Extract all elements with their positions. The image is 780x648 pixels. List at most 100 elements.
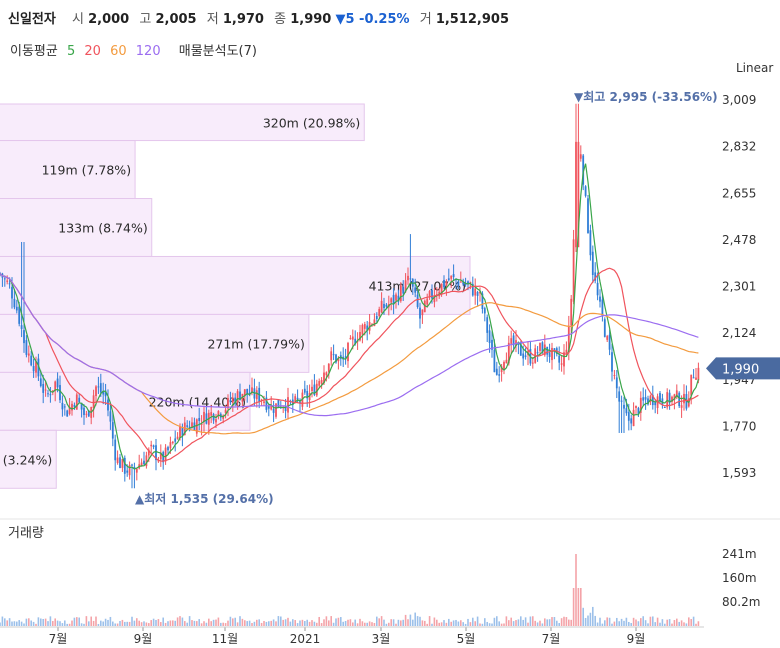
volume-bar (436, 619, 438, 626)
candle-body (503, 362, 505, 369)
candle-body (404, 280, 407, 292)
volume-bar (186, 622, 188, 626)
candle-body (35, 361, 37, 373)
ma120-line (0, 273, 699, 417)
volume-bar (234, 617, 236, 626)
candle-body (267, 406, 270, 409)
candle-body (80, 402, 83, 410)
volume-bar (584, 617, 587, 626)
volume-bar (380, 616, 383, 626)
volume-bar (388, 622, 390, 626)
volume-bar (284, 619, 287, 626)
volume-bar (104, 618, 107, 626)
candle-body (111, 422, 114, 439)
volume-bar (668, 619, 671, 626)
candle-body (270, 404, 273, 410)
volume-bar (296, 623, 299, 626)
volume-bar (301, 619, 304, 626)
candle-body (61, 402, 64, 410)
volume-bar (18, 620, 20, 626)
volume-bar (128, 621, 131, 626)
candle-body (215, 419, 217, 423)
volume-bar (28, 618, 30, 626)
candle-body (3, 278, 6, 280)
volume-bar (428, 616, 431, 626)
candle-body (668, 392, 671, 404)
volume-bar (416, 616, 419, 626)
open-value: 2,000 (88, 12, 130, 27)
candle-body (13, 298, 16, 308)
candle-body (567, 325, 570, 353)
volume-bar (359, 618, 361, 626)
candle-body (131, 464, 133, 466)
volume-bar (32, 621, 35, 626)
candle-body (119, 457, 121, 468)
candle-body (440, 283, 443, 295)
volume-bar (8, 618, 11, 626)
volume-profile-bar (0, 429, 57, 489)
candle-body (692, 377, 695, 379)
volume-bar (272, 619, 275, 626)
candle-body (399, 285, 402, 302)
candle-body (56, 378, 59, 388)
volume-bar (299, 620, 301, 626)
volume-bar (457, 621, 460, 626)
volume-bar (179, 616, 181, 626)
volume-bar (92, 620, 95, 626)
volume-bar (503, 623, 505, 626)
time-tick: 9월 (134, 632, 153, 646)
volume-bar (630, 623, 632, 626)
volume-bar (66, 623, 68, 626)
candle-body (596, 282, 599, 296)
candle-body (325, 372, 328, 376)
volume-bar (0, 622, 1, 626)
volume-bar (407, 619, 409, 626)
volume-profile-label: 320m (20.98%) (263, 115, 360, 130)
volume-bar (212, 619, 215, 626)
volume-bar (160, 622, 162, 626)
volume-bar (42, 618, 44, 626)
volume-bar (479, 623, 481, 626)
volume-bar (181, 617, 184, 626)
candle-body (239, 391, 241, 400)
candle-body (30, 355, 33, 366)
volume-bar (6, 620, 8, 626)
volume-label: 거 (419, 12, 432, 27)
volume-tick: 160m (722, 571, 757, 585)
volume-bar (172, 620, 174, 626)
volume-bar (37, 617, 40, 626)
candle-body (123, 457, 126, 474)
volume-bar (440, 622, 443, 626)
candle-body (495, 368, 498, 375)
candle-body (627, 412, 630, 421)
time-tick: 9월 (627, 632, 646, 646)
candle-body (541, 342, 544, 354)
volume-bar (443, 620, 445, 626)
candle-body (68, 406, 71, 414)
volume-bar (76, 617, 78, 626)
volume-bar (695, 623, 697, 626)
volume-bar (49, 616, 52, 626)
volume-bar (421, 620, 424, 626)
candle-body (445, 282, 448, 286)
candle-body (323, 372, 325, 384)
volume-bar (344, 620, 347, 626)
volume-bar (196, 621, 198, 626)
candle-body (8, 283, 11, 285)
volume-bar (426, 623, 428, 626)
candle-body (431, 290, 433, 299)
time-tick: 7월 (49, 632, 68, 646)
volume-bar (256, 619, 258, 626)
candle-body (637, 408, 640, 415)
candle-body (639, 397, 642, 413)
volume-bar (390, 619, 392, 626)
volume-bar (167, 621, 169, 626)
volume-bar (318, 616, 320, 626)
indicator-legend[interactable]: 이동평균 5 20 60 120 매물분석도(7) (10, 40, 262, 59)
volume-profile-label: 271m (17.79%) (207, 336, 304, 351)
candle-body (147, 449, 150, 456)
candle-body (92, 395, 95, 408)
volume-bar (510, 617, 512, 626)
scale-mode-label[interactable]: Linear (736, 61, 773, 75)
